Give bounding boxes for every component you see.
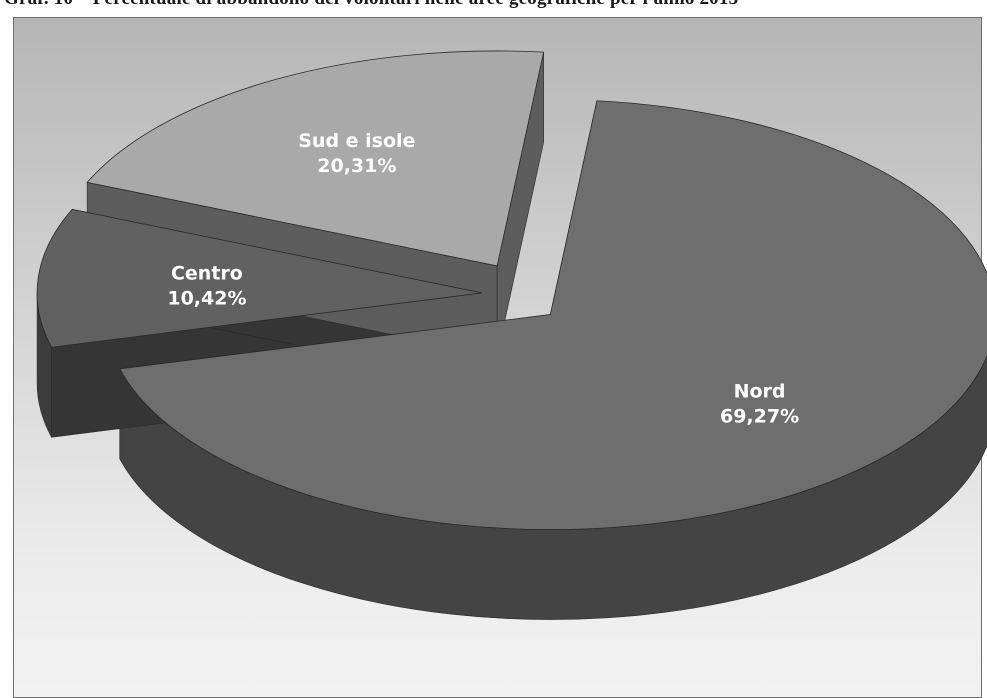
pie-label-centro: Centro 10,42% [167,262,246,309]
pie-label-value-sud-e-isole: 20,31% [317,155,396,177]
pie-labels-layer: Nord 69,27% Centro 10,42% Sud e isole 20,31% [167,130,799,427]
pie-label-value-nord: 69,27% [720,405,799,427]
pie-label-name-centro: Centro [171,262,243,284]
pie-label-name-nord: Nord [734,380,786,402]
pie-slice-nord [119,100,987,530]
pie-tops-layer [36,50,987,530]
pie-label-value-centro: 10,42% [167,287,246,309]
pie-slice-sud-e-isole [86,50,545,267]
pie-slice-centro [36,208,483,348]
pie-label-sud-e-isole: Sud e isole 20,31% [298,130,415,177]
pie-label-name-sud-e-isole: Sud e isole [298,130,415,152]
chart-title: Graf. 10 – Percentuale di abbandono dei … [4,0,984,10]
pie-label-nord: Nord 69,27% [720,380,799,427]
